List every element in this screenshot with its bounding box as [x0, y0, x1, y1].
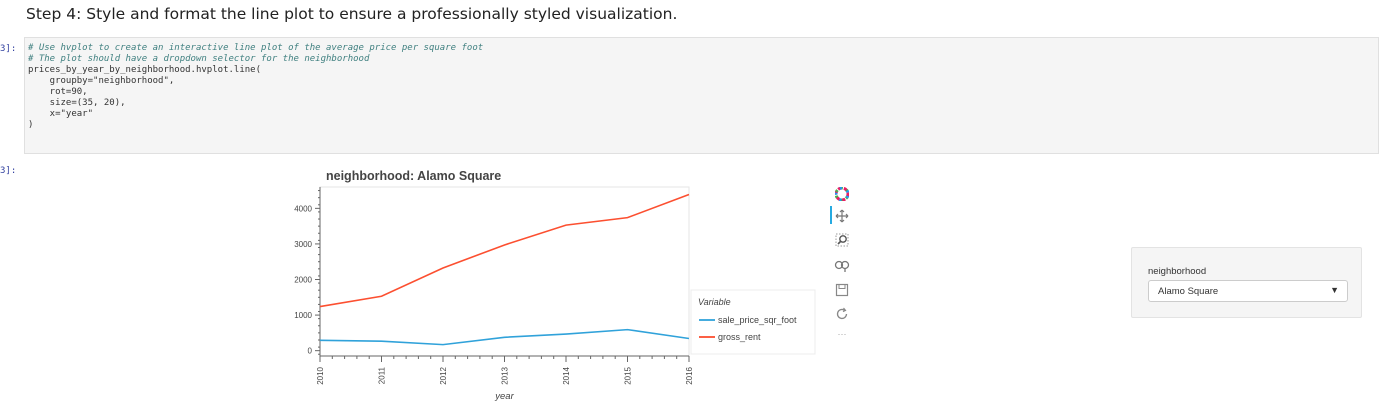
code-line: prices_by_year_by_neighborhood.hvplot.li…	[28, 65, 261, 75]
x-tick-label: 2010	[316, 366, 325, 384]
legend-title: Variable	[698, 297, 731, 307]
output-prompt: 3]:	[0, 166, 17, 176]
plot-area	[319, 186, 690, 357]
legend-label: gross_rent	[718, 332, 761, 342]
code-comment-line: # Use hvplot to create an interactive li…	[28, 43, 484, 53]
legend-label: sale_price_sqr_foot	[718, 315, 797, 325]
x-tick-label: 2016	[685, 366, 694, 384]
code-line: )	[28, 120, 34, 130]
chart-legend: Variable sale_price_sqr_foot gross_rent	[690, 289, 816, 355]
neighborhood-select-value: Alamo Square	[1158, 286, 1219, 297]
widget-panel: neighborhood Alamo Square ▼	[1131, 247, 1362, 318]
y-tick-label: 2000	[294, 276, 312, 285]
chevron-down-icon: ▼	[1330, 285, 1339, 295]
code-line: rot=90,	[28, 87, 88, 97]
code-line: size=(35, 20),	[28, 98, 126, 108]
code-line: x="year"	[28, 109, 94, 119]
box-zoom-icon[interactable]	[834, 232, 850, 248]
neighborhood-select[interactable]: Alamo Square ▼	[1148, 280, 1348, 302]
x-axis-label: year	[494, 391, 514, 402]
series-line-sale_price_sqr_foot	[319, 328, 690, 346]
line-chart[interactable]: 0 1000 2000 3000 4000 2010 2011 2012 2013 2014 201…	[270, 180, 830, 410]
save-icon[interactable]	[834, 282, 850, 298]
bokeh-logo-icon[interactable]	[834, 186, 850, 202]
x-tick-label: 2013	[501, 366, 510, 384]
x-tick-label: 2014	[562, 366, 571, 384]
code-cell[interactable]: # Use hvplot to create an interactive li…	[24, 37, 1379, 154]
x-tick-label: 2012	[439, 366, 448, 384]
y-tick-label: 4000	[294, 204, 312, 213]
plot-toolbar: ⋯	[830, 184, 852, 344]
code-line: groupby="neighborhood",	[28, 76, 175, 86]
active-tool-indicator	[830, 206, 832, 224]
more-icon[interactable]: ⋯	[837, 328, 847, 339]
legend-box	[690, 289, 816, 355]
y-tick-label: 1000	[294, 311, 312, 320]
y-tick-label: 3000	[294, 240, 312, 249]
input-prompt: 3]:	[0, 44, 17, 54]
widget-label: neighborhood	[1148, 266, 1207, 277]
series-line-gross_rent	[319, 193, 690, 308]
plot-title: neighborhood: Alamo Square	[326, 169, 502, 183]
step-heading: Step 4: Style and format the line plot t…	[26, 5, 678, 23]
code-comment-line: # The plot should have a dropdown select…	[28, 54, 370, 64]
y-tick-label: 0	[308, 347, 313, 356]
x-tick-label: 2011	[378, 366, 387, 384]
x-tick-label: 2015	[624, 366, 633, 384]
pan-icon[interactable]	[834, 208, 850, 224]
reset-icon[interactable]	[834, 306, 850, 322]
wheel-zoom-icon[interactable]	[834, 258, 850, 274]
